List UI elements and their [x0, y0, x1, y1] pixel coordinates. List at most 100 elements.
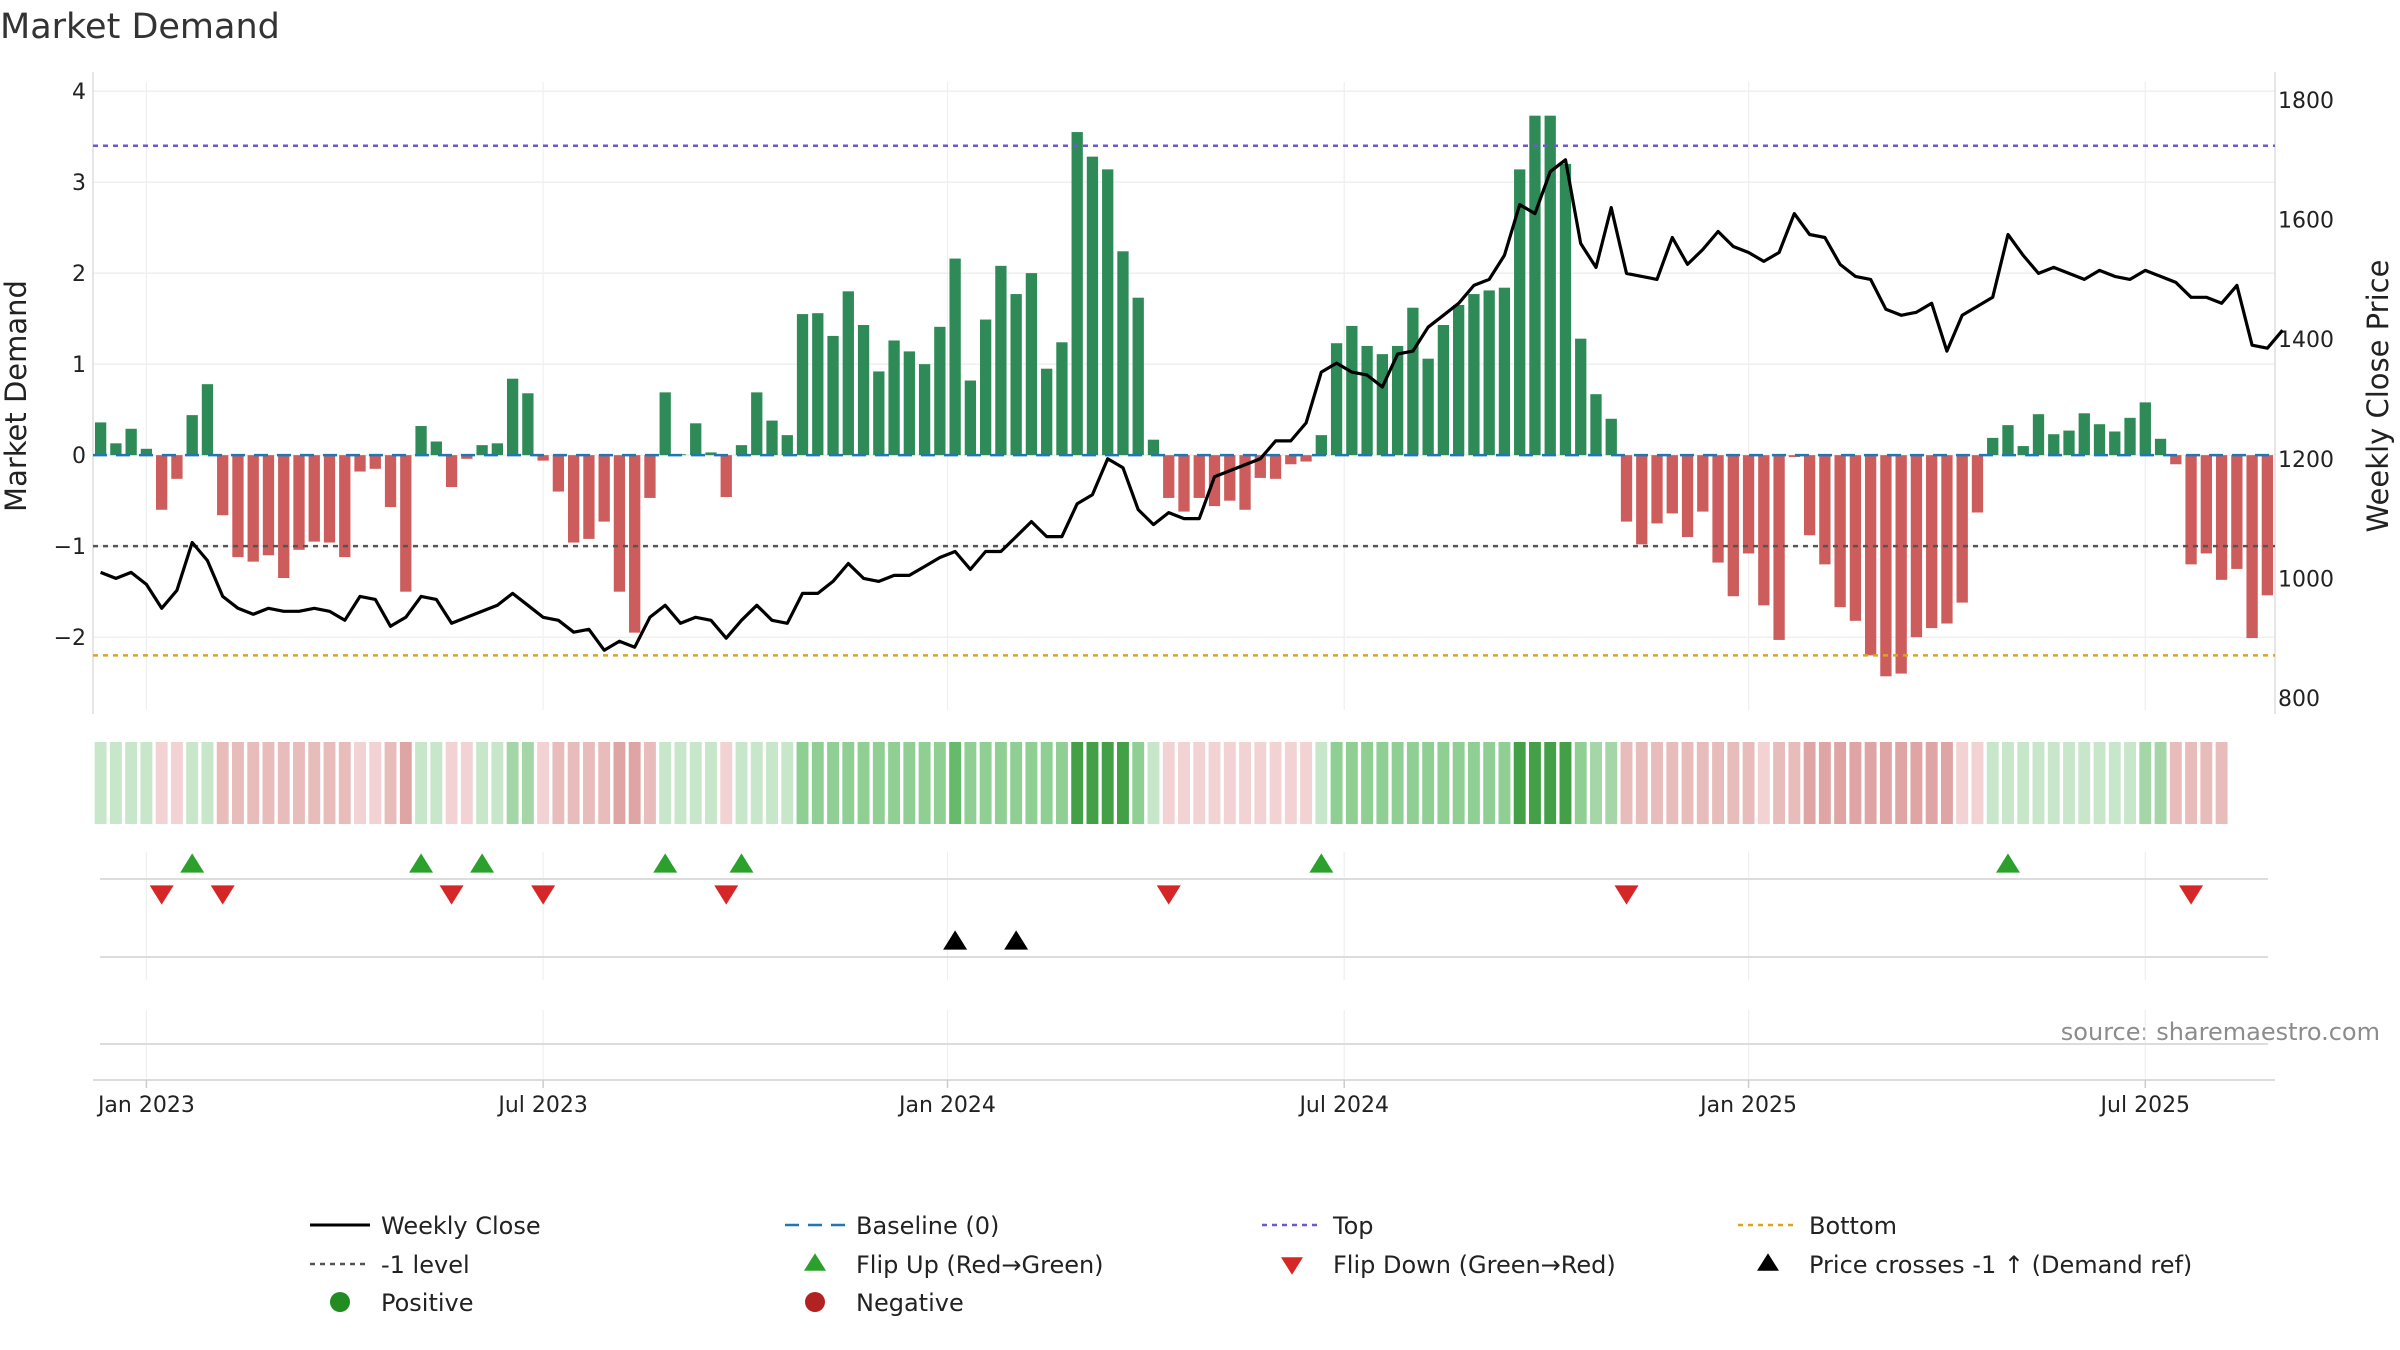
- heat-cell: [1574, 742, 1587, 824]
- demand-bar: [1849, 455, 1862, 621]
- heat-cell: [460, 742, 473, 824]
- heat-cell: [1864, 742, 1877, 824]
- heat-cell: [1666, 742, 1679, 824]
- heat-cell: [1132, 742, 1145, 824]
- heat-cell: [1590, 742, 1602, 824]
- heat-cell: [964, 742, 977, 824]
- heat-cell: [109, 742, 122, 824]
- heat-cell: [1025, 742, 1038, 824]
- heat-cell: [857, 742, 870, 824]
- demand-bar: [1742, 455, 1755, 554]
- x-axis: Jan 2023 Jul 2023 Jan 2024 Jul 2024 Jan 2025…: [93, 1079, 2275, 1118]
- demand-bar: [1071, 132, 1083, 456]
- demand-bar: [461, 455, 473, 459]
- heat-cell: [399, 742, 412, 824]
- weekly-close-layer: [100, 158, 2284, 652]
- demand-bar: [339, 455, 351, 558]
- heat-cell: [811, 742, 824, 824]
- heat-cell: [979, 742, 992, 824]
- y-left-tick-label: 4: [72, 80, 86, 105]
- heat-cell: [2139, 742, 2152, 824]
- demand-bar: [1315, 435, 1327, 456]
- demand-bar: [720, 455, 732, 498]
- heat-cell: [994, 742, 1007, 824]
- demand-bar: [705, 452, 717, 456]
- y-left-axis-title: Market Demand: [0, 280, 33, 512]
- demand-bar: [1651, 455, 1663, 524]
- demand-bar: [2154, 438, 2167, 456]
- heat-cell: [1086, 742, 1099, 824]
- heat-cell: [1635, 742, 1648, 824]
- demand-bar: [812, 313, 824, 456]
- demand-bar: [995, 265, 1007, 456]
- legend-label: Positive: [381, 1289, 474, 1317]
- heat-cell: [720, 742, 733, 824]
- heat-cell: [735, 742, 748, 824]
- demand-bar: [1010, 294, 1022, 456]
- heat-cell: [1223, 742, 1236, 824]
- heat-cell: [1361, 742, 1374, 824]
- demand-bar: [415, 426, 427, 456]
- demand-bar: [964, 380, 977, 456]
- demand-bar: [323, 455, 336, 543]
- heat-cell: [1178, 742, 1190, 824]
- demand-bar: [1956, 455, 1968, 603]
- demand-bar: [1636, 455, 1648, 545]
- y-right-axis-title: Weekly Close Price: [2361, 260, 2395, 533]
- heat-cell: [2185, 742, 2198, 824]
- heat-cell: [1773, 742, 1786, 824]
- heat-cell: [216, 742, 229, 824]
- heat-cell: [2093, 742, 2106, 824]
- demand-bar: [1376, 354, 1389, 456]
- heat-cell: [476, 742, 489, 824]
- demand-bar: [1239, 455, 1251, 510]
- demand-bar: [659, 392, 671, 456]
- heat-strip: [94, 742, 2228, 824]
- demand-bar: [1483, 290, 1495, 456]
- heat-cell: [262, 742, 275, 824]
- demand-bar: [1697, 455, 1709, 512]
- demand-bar: [186, 415, 198, 456]
- heat-cell: [1147, 742, 1160, 824]
- heat-cell: [445, 742, 458, 824]
- x-tick-label: Jul 2023: [496, 1093, 588, 1118]
- legend-label: Flip Down (Green→Red): [1333, 1251, 1616, 1279]
- heat-cell: [94, 742, 107, 824]
- heat-cell: [872, 742, 885, 824]
- heat-cell: [613, 742, 626, 824]
- demand-bar: [354, 455, 366, 472]
- flip-up-marker: [180, 853, 205, 873]
- y-right-tick-label: 1800: [2278, 89, 2334, 114]
- demand-bar: [445, 455, 458, 488]
- demand-bar: [918, 364, 931, 456]
- demand-bar: [1590, 394, 1602, 456]
- price-cross-marker: [943, 930, 968, 950]
- demand-bar: [613, 455, 626, 592]
- demand-bar: [2109, 431, 2121, 456]
- demand-bar: [1987, 437, 1999, 456]
- demand-bar: [369, 455, 381, 469]
- demand-bar: [1941, 455, 1953, 624]
- demand-bar: [2170, 455, 2182, 465]
- demand-bar: [949, 258, 961, 456]
- heat-cell: [170, 742, 183, 824]
- y-right-tick-label: 800: [2278, 687, 2320, 712]
- demand-bar: [598, 455, 610, 522]
- heat-cell: [1605, 742, 1618, 824]
- demand-bar: [522, 393, 534, 456]
- flip-down-marker: [2179, 885, 2204, 905]
- heat-cell: [201, 742, 214, 824]
- source-label: source: sharemaestro.com: [2061, 1018, 2380, 1046]
- x-tick-label: Jan 2023: [96, 1093, 195, 1118]
- heat-cell: [2078, 742, 2091, 824]
- heat-cell: [1651, 742, 1663, 824]
- heat-cell: [1925, 742, 1938, 824]
- demand-bar: [1407, 307, 1419, 456]
- heat-cell: [933, 742, 946, 824]
- demand-bar: [1132, 297, 1144, 456]
- demand-bar: [1498, 287, 1511, 456]
- legend-swatch-negative: [805, 1292, 825, 1312]
- demand-bar: [476, 445, 488, 456]
- demand-bar: [1285, 455, 1297, 465]
- demand-bar: [1819, 455, 1831, 565]
